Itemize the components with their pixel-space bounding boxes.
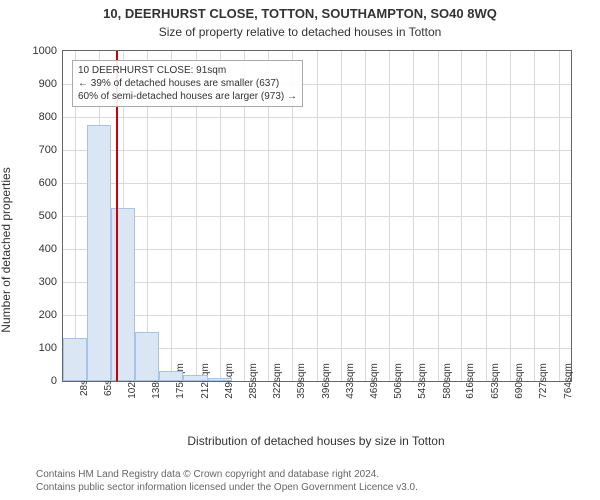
ytick-label: 500 <box>39 210 63 222</box>
histogram-bar <box>87 125 111 381</box>
histogram-bar <box>183 375 207 381</box>
xtick-label: 469sqm <box>365 363 380 399</box>
chart-subtitle: Size of property relative to detached ho… <box>0 25 600 41</box>
gridline-v <box>559 51 560 381</box>
ytick-label: 600 <box>39 177 63 189</box>
ytick-label: 800 <box>39 111 63 123</box>
annotation-line: ← 39% of detached houses are smaller (63… <box>78 77 297 90</box>
xtick-label: 285sqm <box>244 363 259 399</box>
annotation-line: 60% of semi-detached houses are larger (… <box>78 90 297 103</box>
xtick-label: 359sqm <box>292 363 307 399</box>
histogram-bar <box>63 338 87 381</box>
xtick-label: 249sqm <box>220 363 235 399</box>
histogram-bar <box>159 371 183 381</box>
ytick-label: 900 <box>39 78 63 90</box>
annotation-line: 10 DEERHURST CLOSE: 91sqm <box>78 64 297 77</box>
xtick-label: 653sqm <box>486 363 501 399</box>
xtick-label: 543sqm <box>413 363 428 399</box>
gridline-v <box>510 51 511 381</box>
xtick-label: 580sqm <box>438 363 453 399</box>
chart-title: 10, DEERHURST CLOSE, TOTTON, SOUTHAMPTON… <box>0 0 600 23</box>
gridline-v <box>461 51 462 381</box>
annotation-box: 10 DEERHURST CLOSE: 91sqm← 39% of detach… <box>72 60 303 107</box>
xtick-label: 433sqm <box>341 363 356 399</box>
ytick-label: 1000 <box>33 45 63 57</box>
ytick-label: 0 <box>51 375 63 387</box>
ytick-label: 300 <box>39 276 63 288</box>
ytick-label: 700 <box>39 144 63 156</box>
x-axis-label: Distribution of detached houses by size … <box>62 434 570 448</box>
gridline-v <box>438 51 439 381</box>
xtick-label: 506sqm <box>389 363 404 399</box>
histogram-bar <box>111 208 135 381</box>
ytick-label: 100 <box>39 342 63 354</box>
gridline-v <box>341 51 342 381</box>
copyright-line-2: Contains public sector information licen… <box>36 482 418 495</box>
histogram-bar <box>208 378 232 381</box>
xtick-label: 212sqm <box>196 363 211 399</box>
copyright-line-1: Contains HM Land Registry data © Crown c… <box>36 469 418 482</box>
ytick-label: 200 <box>39 309 63 321</box>
gridline-v <box>389 51 390 381</box>
gridline-v <box>317 51 318 381</box>
copyright-text: Contains HM Land Registry data © Crown c… <box>36 469 418 494</box>
y-axis-label: Number of detached properties <box>0 167 13 332</box>
gridline-v <box>365 51 366 381</box>
xtick-label: 764sqm <box>559 363 574 399</box>
xtick-label: 175sqm <box>171 363 186 399</box>
gridline-v <box>486 51 487 381</box>
xtick-label: 396sqm <box>317 363 332 399</box>
xtick-label: 616sqm <box>461 363 476 399</box>
gridline-v <box>534 51 535 381</box>
xtick-label: 322sqm <box>268 363 283 399</box>
histogram-bar <box>135 332 159 382</box>
gridline-v <box>413 51 414 381</box>
xtick-label: 727sqm <box>534 363 549 399</box>
xtick-label: 690sqm <box>510 363 525 399</box>
ytick-label: 400 <box>39 243 63 255</box>
